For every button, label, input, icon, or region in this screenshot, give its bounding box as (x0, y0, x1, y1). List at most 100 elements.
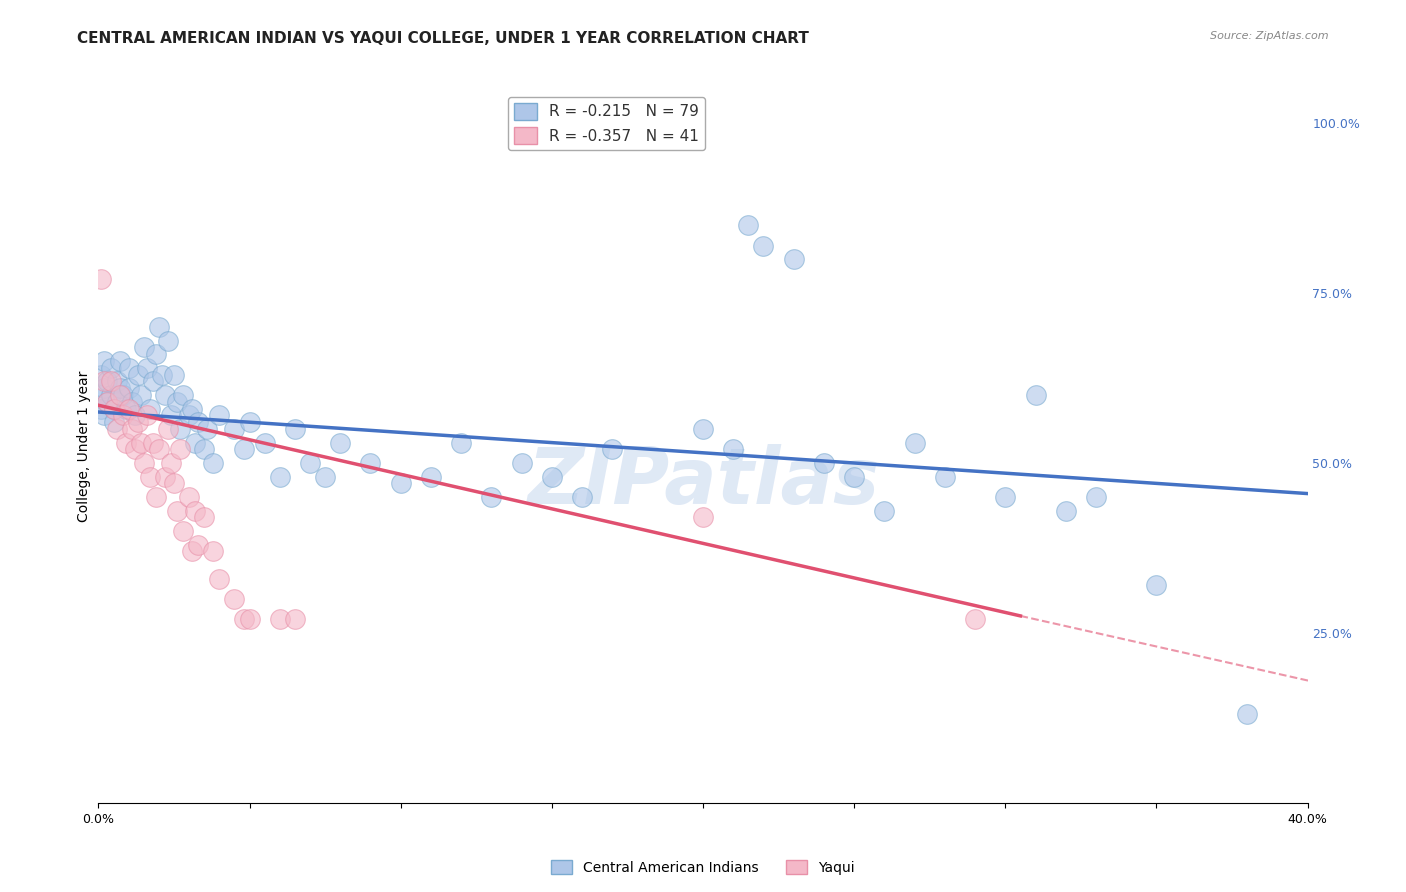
Point (195, 422, 218, 436)
Point (96, 375, 118, 389)
Point (193, 510, 215, 524)
Point (284, 422, 307, 436)
Point (934, 469, 956, 483)
Point (602, 442, 624, 457)
Point (299, 456, 322, 470)
Point (184, 503, 207, 517)
Point (481, 490, 503, 504)
Point (129, 388, 152, 402)
Point (187, 537, 209, 551)
Point (1144, 578, 1167, 592)
Point (737, 218, 759, 232)
Point (111, 409, 134, 423)
Point (142, 375, 165, 389)
Point (329, 435, 352, 450)
Point (103, 401, 125, 416)
Point (692, 510, 714, 524)
Point (172, 524, 194, 538)
Point (127, 415, 149, 429)
Point (145, 490, 167, 504)
Point (96, 394, 118, 409)
Point (148, 320, 170, 334)
Point (540, 469, 562, 483)
Point (783, 252, 806, 266)
Point (813, 456, 835, 470)
Text: CENTRAL AMERICAN INDIAN VS YAQUI COLLEGE, UNDER 1 YEAR CORRELATION CHART: CENTRAL AMERICAN INDIAN VS YAQUI COLLEGE… (77, 31, 810, 46)
Point (124, 409, 146, 423)
Point (166, 394, 188, 409)
Point (127, 368, 149, 382)
Point (181, 401, 204, 416)
Point (208, 409, 231, 423)
Point (156, 334, 179, 348)
Point (142, 435, 165, 450)
Point (121, 422, 143, 436)
Point (450, 435, 472, 450)
Point (752, 238, 775, 252)
Point (314, 469, 336, 483)
Point (135, 409, 157, 423)
Point (360, 456, 382, 470)
Point (105, 394, 128, 409)
Text: ZIPatlas: ZIPatlas (527, 443, 879, 520)
Point (139, 401, 162, 416)
Point (129, 435, 152, 450)
Point (103, 415, 125, 429)
Point (179, 409, 201, 423)
Point (124, 442, 146, 457)
Point (179, 490, 201, 504)
Point (93, 409, 115, 423)
Point (232, 442, 254, 457)
Point (93, 354, 115, 368)
Point (1085, 490, 1108, 504)
Point (208, 572, 231, 586)
Point (118, 381, 141, 395)
Point (135, 360, 157, 375)
Point (118, 360, 141, 375)
Point (145, 347, 167, 361)
Point (139, 469, 162, 483)
Point (132, 456, 155, 470)
Point (118, 401, 141, 416)
Point (184, 435, 207, 450)
Point (193, 442, 215, 457)
Point (156, 422, 179, 436)
Point (420, 469, 443, 483)
Point (1054, 503, 1077, 517)
Point (90, 401, 112, 416)
Point (100, 360, 122, 375)
Point (153, 469, 176, 483)
Point (90, 388, 112, 402)
Point (284, 612, 307, 626)
Point (169, 422, 191, 436)
Point (108, 388, 131, 402)
Point (100, 375, 122, 389)
Point (166, 503, 188, 517)
Point (160, 456, 183, 470)
Point (108, 354, 131, 368)
Y-axis label: College, Under 1 year: College, Under 1 year (77, 370, 91, 522)
Point (692, 422, 714, 436)
Point (510, 456, 533, 470)
Point (111, 388, 134, 402)
Point (904, 435, 927, 450)
Point (232, 612, 254, 626)
Point (93, 381, 115, 395)
Point (389, 476, 412, 491)
Point (181, 544, 204, 558)
Point (253, 435, 276, 450)
Point (571, 490, 593, 504)
Point (150, 368, 173, 382)
Point (121, 394, 143, 409)
Point (224, 591, 246, 606)
Point (96, 394, 118, 409)
Point (723, 442, 745, 457)
Point (163, 368, 186, 382)
Point (844, 469, 866, 483)
Point (172, 388, 194, 402)
Point (114, 401, 136, 416)
Point (1236, 707, 1258, 722)
Point (202, 456, 225, 470)
Point (132, 341, 155, 355)
Point (105, 375, 128, 389)
